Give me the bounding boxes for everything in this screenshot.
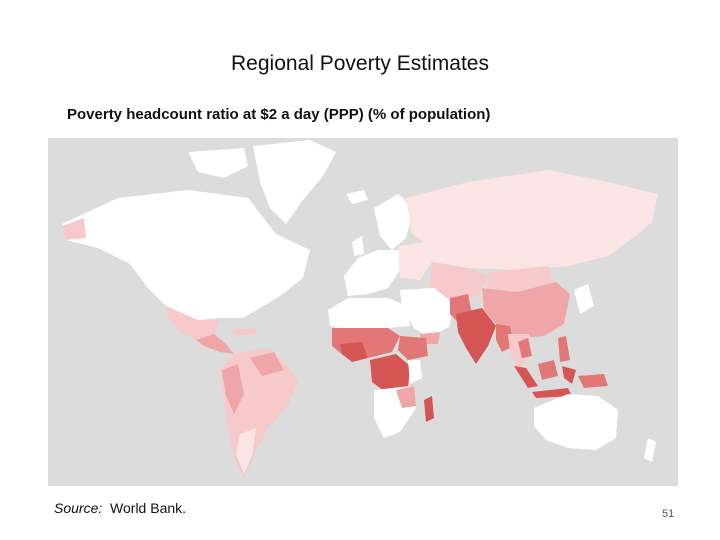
ethiopia-horn bbox=[398, 336, 428, 360]
alaska-west bbox=[62, 218, 86, 240]
andes-region bbox=[222, 364, 244, 414]
north-america bbox=[62, 190, 310, 320]
source-note: Source: World Bank. bbox=[54, 500, 186, 516]
mongolia bbox=[488, 266, 554, 292]
central-america bbox=[196, 334, 234, 354]
world-poverty-map bbox=[48, 138, 678, 486]
korea-japan bbox=[574, 284, 594, 314]
laos-cambodia bbox=[518, 338, 532, 358]
central-asia bbox=[430, 262, 488, 302]
page-number: 51 bbox=[662, 508, 675, 520]
source-text: World Bank. bbox=[110, 500, 187, 516]
madagascar bbox=[424, 396, 434, 422]
map-subtitle: Poverty headcount ratio at $2 a day (PPP… bbox=[67, 106, 491, 123]
central-africa bbox=[370, 354, 410, 394]
arctic-islands bbox=[188, 148, 248, 178]
north-africa bbox=[328, 298, 410, 330]
china bbox=[482, 282, 570, 338]
australia bbox=[534, 394, 618, 450]
philippines bbox=[558, 336, 570, 362]
kamchatka-chukotka bbox=[608, 182, 658, 234]
west-africa bbox=[340, 342, 368, 362]
mozambique-zambia bbox=[396, 386, 416, 408]
sulawesi-east bbox=[562, 366, 576, 384]
iceland bbox=[346, 190, 368, 204]
java-islands bbox=[532, 388, 572, 398]
uk bbox=[352, 236, 364, 256]
middle-east bbox=[400, 288, 452, 338]
mexico bbox=[166, 306, 220, 340]
eastern-europe bbox=[398, 242, 432, 280]
brazil-north bbox=[250, 352, 284, 376]
sumatra bbox=[514, 366, 538, 388]
caribbean bbox=[230, 328, 258, 336]
russia bbox=[406, 170, 638, 270]
southern-cone bbox=[236, 428, 256, 474]
india bbox=[456, 308, 496, 364]
new-zealand bbox=[644, 438, 656, 462]
source-label: Source: bbox=[54, 500, 103, 516]
slide-title: Regional Poverty Estimates bbox=[231, 52, 489, 75]
western-europe bbox=[344, 250, 404, 296]
east-africa bbox=[408, 360, 422, 384]
papua bbox=[578, 374, 608, 388]
greenland bbox=[253, 140, 336, 224]
scandinavia bbox=[374, 194, 414, 250]
borneo bbox=[538, 360, 558, 380]
map-svg bbox=[48, 138, 678, 486]
